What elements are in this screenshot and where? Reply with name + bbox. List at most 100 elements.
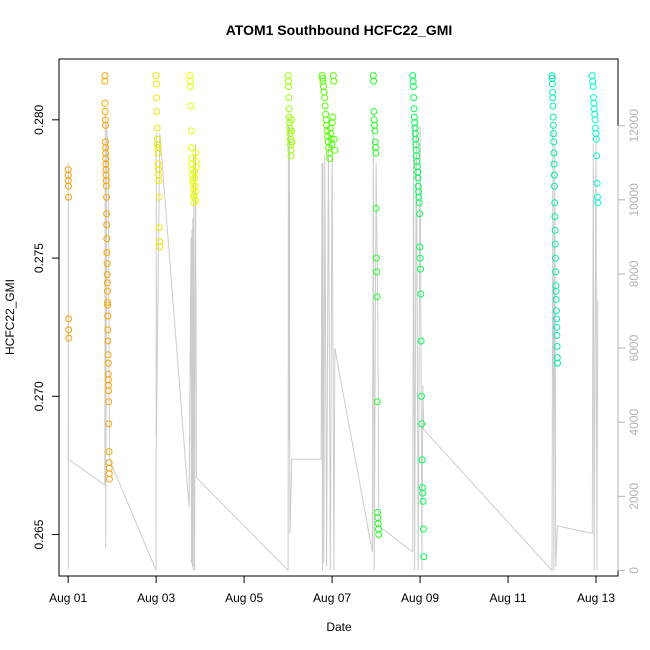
data-point [418, 456, 426, 464]
data-point [418, 420, 426, 428]
scatter-points-layer [64, 72, 602, 561]
data-point [551, 182, 558, 190]
data-point [155, 224, 163, 232]
data-point [191, 188, 199, 196]
data-point [420, 553, 428, 561]
data-point [153, 94, 161, 102]
data-point [553, 332, 561, 339]
data-point [193, 163, 200, 171]
data-point [417, 290, 425, 298]
data-point [417, 265, 424, 273]
data-point [370, 77, 378, 85]
x-tick-label: Aug 11 [489, 591, 526, 605]
data-point [321, 102, 329, 110]
data-point [416, 210, 423, 218]
data-point [419, 525, 427, 533]
data-point [372, 254, 380, 262]
data-point [288, 127, 295, 135]
data-point [154, 141, 161, 149]
data-point [550, 149, 558, 157]
data-point [418, 392, 425, 400]
y2-tick-label: 4000 [627, 409, 641, 436]
data-point [285, 105, 293, 113]
x-tick-label: Aug 13 [577, 591, 615, 605]
data-point [105, 448, 113, 456]
data-point [372, 204, 380, 212]
data-point [103, 210, 111, 218]
data-point [285, 83, 293, 91]
data-point [104, 359, 112, 367]
data-point [410, 94, 418, 102]
data-point [592, 135, 600, 143]
x-tick-label: Aug 03 [137, 591, 175, 605]
data-point [593, 152, 601, 160]
data-point [152, 72, 160, 80]
data-point [105, 387, 113, 395]
data-point [104, 351, 112, 359]
data-point [103, 235, 111, 243]
data-point [103, 249, 111, 256]
data-point [103, 271, 111, 279]
data-point [101, 77, 109, 85]
data-point [187, 102, 195, 110]
data-point [416, 243, 424, 251]
data-point [552, 296, 560, 303]
data-point [287, 152, 295, 160]
data-point [371, 127, 379, 135]
x-axis: Aug 01 Aug 03 Aug 05 Aug 07 Aug 09 Aug 11 Aug … [49, 575, 615, 605]
data-point [104, 326, 112, 334]
data-point [64, 182, 72, 190]
y2-tick-label: 2000 [627, 483, 641, 510]
y-axis: 0.265 0.270 0.275 0.280 [32, 104, 60, 550]
data-point [330, 77, 338, 85]
x-tick-label: Aug 07 [313, 591, 351, 605]
data-point [104, 337, 112, 345]
data-point [104, 298, 111, 306]
data-point [419, 489, 427, 497]
data-point [103, 260, 111, 268]
data-point [153, 124, 161, 132]
data-point [375, 531, 383, 538]
data-point [551, 226, 559, 234]
data-point [319, 74, 326, 82]
data-point [285, 94, 293, 102]
altitude-line [67, 114, 599, 572]
data-point [549, 102, 557, 110]
data-point [329, 113, 337, 121]
altitude-line-layer [67, 114, 599, 572]
data-point [550, 130, 557, 138]
data-point [551, 199, 559, 207]
data-point [553, 323, 561, 331]
data-point [152, 80, 160, 88]
data-point [549, 121, 557, 129]
data-point [101, 108, 109, 115]
data-point [187, 127, 195, 135]
y2-tick-label: 12000 [627, 109, 641, 143]
y-tick-label: 0.265 [32, 519, 46, 549]
data-point [101, 121, 109, 129]
y2-tick-label: 6000 [627, 334, 641, 361]
data-point [330, 135, 338, 143]
data-point [551, 240, 559, 248]
data-point [328, 141, 336, 149]
data-point [103, 193, 110, 201]
y-tick-label: 0.275 [32, 243, 46, 273]
data-point [549, 113, 557, 121]
data-point [552, 268, 560, 276]
data-point [550, 160, 558, 168]
data-point [553, 315, 561, 323]
data-point [594, 199, 602, 207]
data-point [550, 138, 558, 146]
data-point [414, 174, 422, 182]
right-altitude-axis: 0 2000 4000 6000 8000 10000 12000 [617, 109, 641, 574]
data-point [288, 138, 296, 146]
data-point [65, 326, 73, 334]
data-point [548, 72, 556, 80]
data-point [370, 116, 378, 124]
data-point [419, 497, 427, 505]
y2-tick-label: 0 [627, 567, 641, 574]
data-point [373, 293, 381, 301]
data-point [593, 179, 601, 187]
plot-frame [58, 58, 619, 577]
